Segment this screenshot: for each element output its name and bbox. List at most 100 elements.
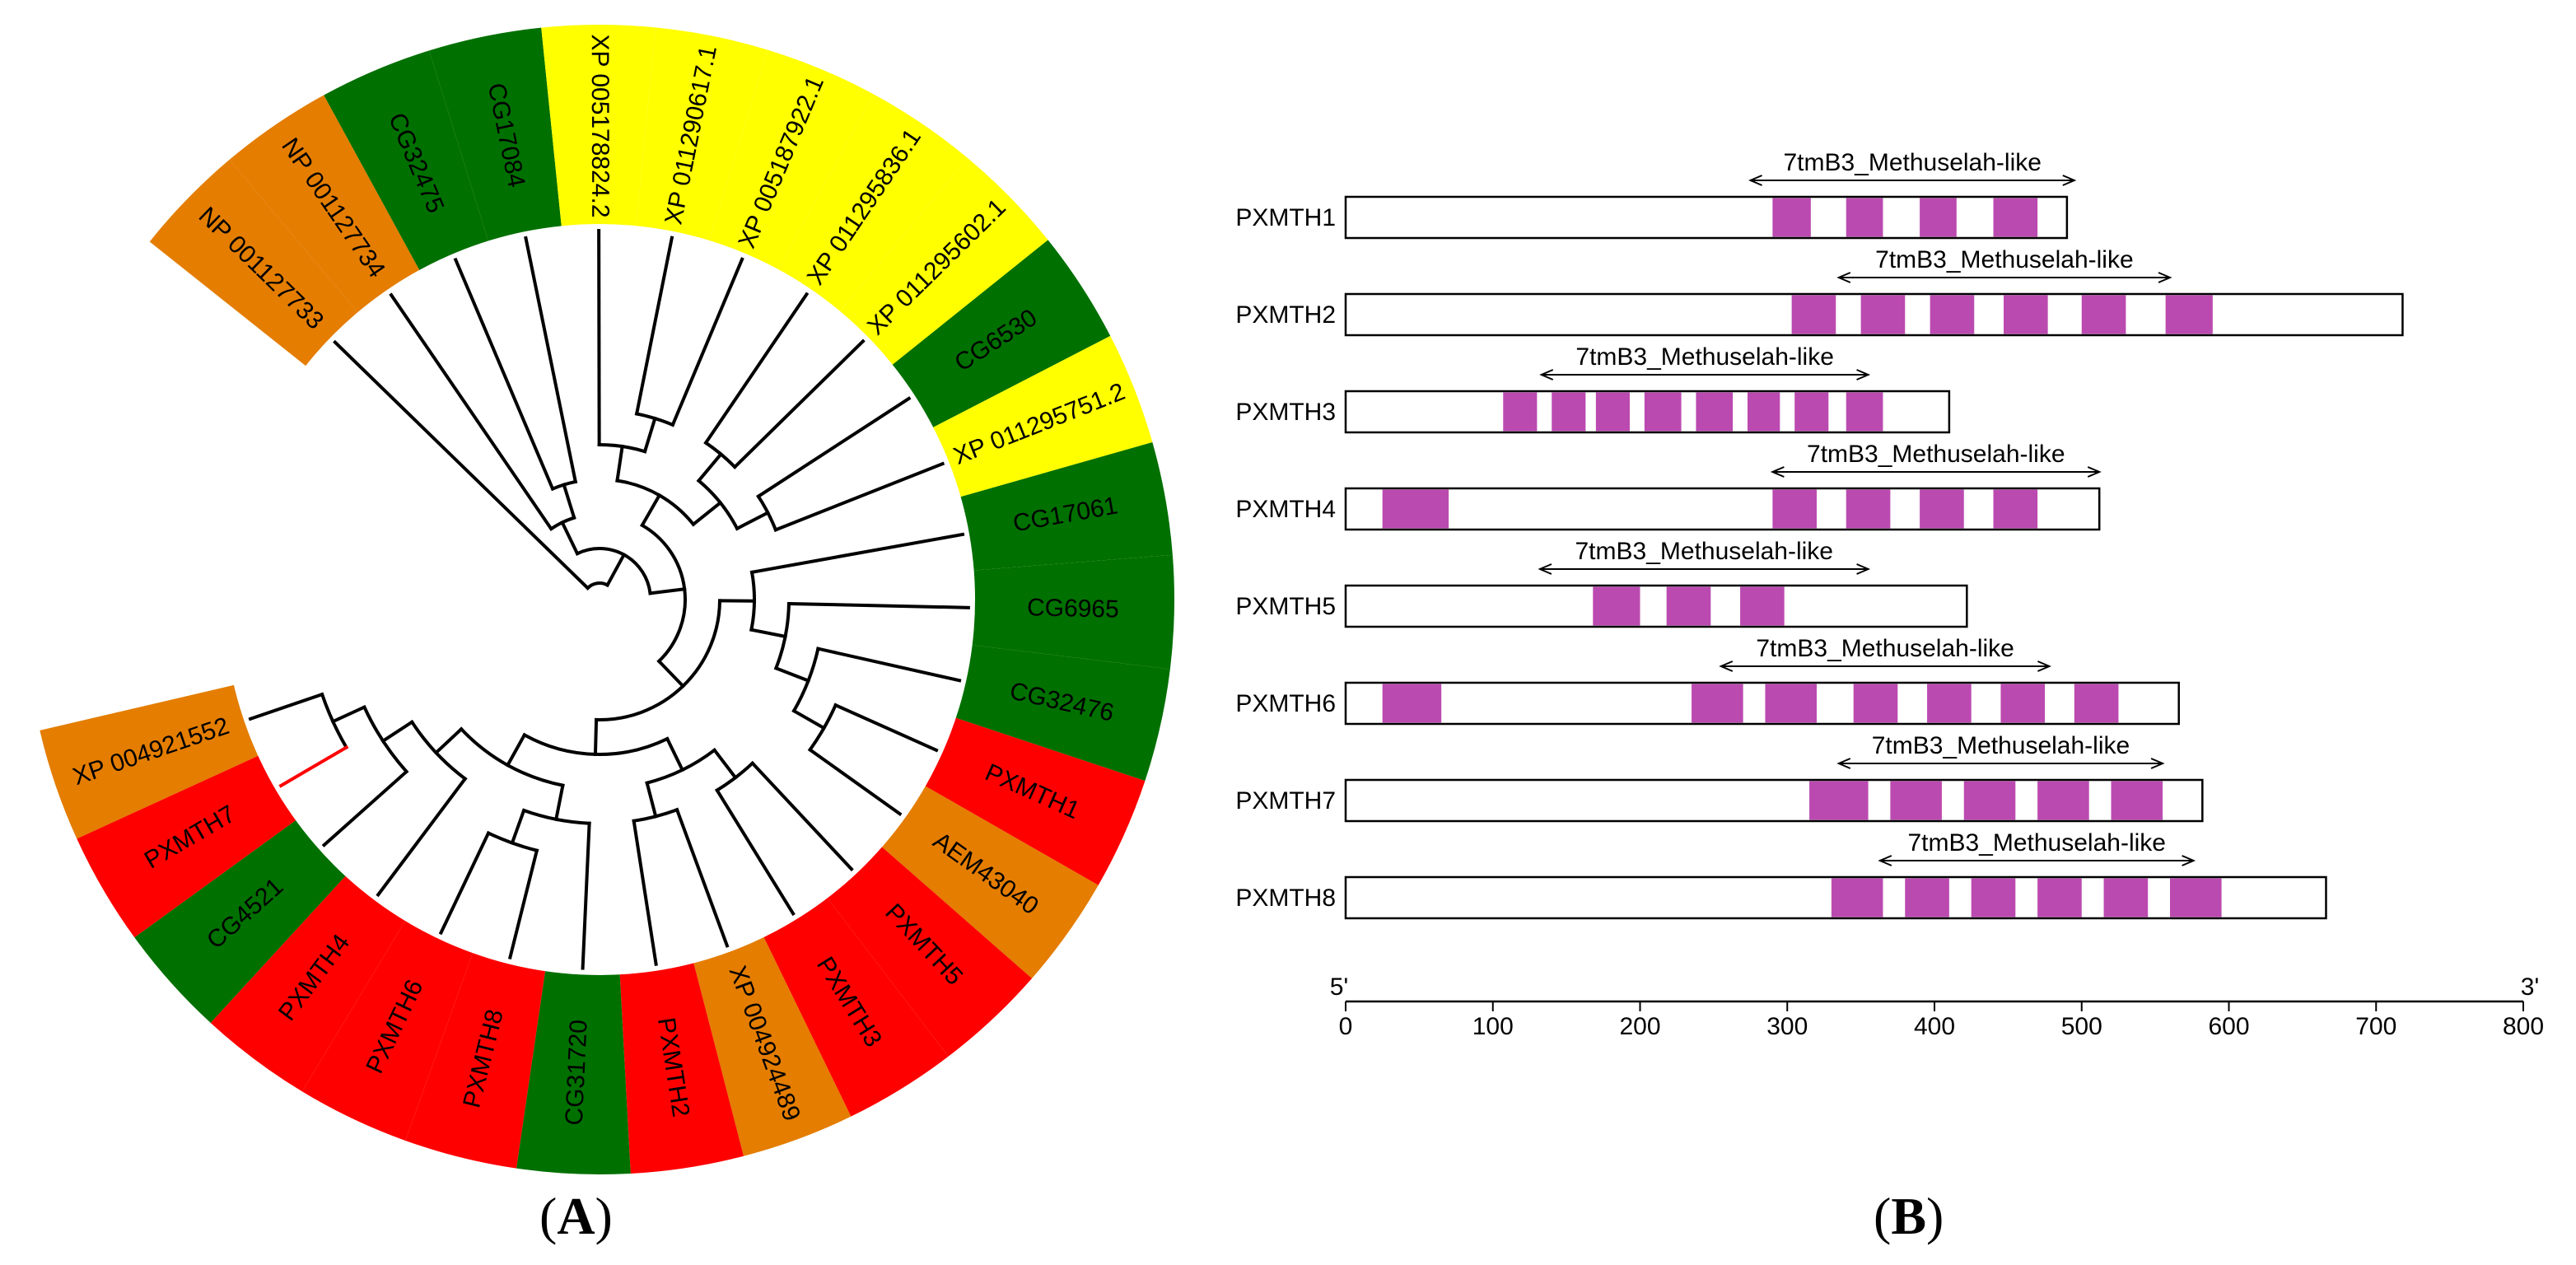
tree-branch bbox=[712, 748, 738, 780]
tm-segment bbox=[2103, 878, 2149, 917]
tm-segment bbox=[1696, 392, 1734, 432]
domain-arrow-left bbox=[1538, 563, 1552, 575]
domain-arrow-right bbox=[2087, 466, 2102, 478]
axis-tick-label: 0 bbox=[1339, 1013, 1353, 1040]
tree-wedge bbox=[826, 846, 1033, 1057]
tree-branch bbox=[510, 808, 526, 846]
protein-name: PXMTH4 bbox=[1235, 496, 1336, 523]
domain-label: 7tmB3_Methuselah-like bbox=[1575, 538, 1834, 565]
tm-segment bbox=[2111, 781, 2163, 820]
axis-tick-label: 200 bbox=[1619, 1013, 1660, 1040]
domain-arrow-right bbox=[2182, 855, 2196, 866]
tree-branch bbox=[248, 692, 324, 721]
tree-branch bbox=[749, 760, 854, 872]
domain-label: 7tmB3_Methuselah-like bbox=[1783, 149, 2042, 176]
tree-branch bbox=[604, 552, 627, 588]
tm-segment bbox=[1503, 392, 1538, 432]
tree-wedge bbox=[40, 684, 260, 839]
protein-bar bbox=[1344, 584, 1968, 628]
domain-arrow-right bbox=[2062, 175, 2077, 186]
tree-branch bbox=[615, 444, 624, 483]
tm-segment bbox=[1772, 489, 1817, 529]
domain-arrow-left bbox=[1878, 855, 1892, 866]
tree-arc bbox=[409, 719, 468, 782]
panel-b-domain-diagram: PXMTH1 7tmB3_Methuselah-like PXMTH2 7tmB3_M… bbox=[1235, 149, 2544, 1040]
tree-wedge bbox=[959, 442, 1173, 571]
protein-name: PXMTH8 bbox=[1235, 885, 1336, 912]
tree-wedge bbox=[210, 875, 407, 1092]
domain-label: 7tmB3_Methuselah-like bbox=[1907, 829, 2166, 857]
domain-arrow-left bbox=[1836, 758, 1851, 769]
tree-branch bbox=[670, 257, 744, 427]
tree-branch bbox=[732, 338, 866, 469]
tree-arc bbox=[522, 732, 670, 756]
tree-arc bbox=[807, 703, 838, 753]
tree-branch bbox=[791, 708, 827, 731]
tree-branch bbox=[634, 236, 674, 416]
tree-arc bbox=[773, 601, 791, 670]
tree-wedge bbox=[134, 819, 347, 1023]
protein-bar bbox=[1344, 681, 2180, 726]
axis-3prime-label: 3' bbox=[2521, 973, 2539, 1001]
tree-wedge bbox=[763, 896, 949, 1117]
tree-branch bbox=[389, 292, 554, 531]
tm-segment bbox=[2170, 878, 2222, 917]
tree-leaf-label: CG31720 bbox=[561, 1019, 593, 1126]
tree-wedge bbox=[541, 25, 656, 228]
tree-wedge bbox=[516, 969, 631, 1175]
domain-arrow-left bbox=[1719, 661, 1734, 672]
protein-row: PXMTH6 7tmB3_Methuselah-like bbox=[1235, 635, 2180, 726]
tree-branch bbox=[433, 726, 464, 755]
tree-wedge bbox=[838, 158, 1048, 366]
tm-segment bbox=[1846, 489, 1891, 529]
tree-branch bbox=[749, 628, 787, 639]
tm-segment bbox=[1593, 586, 1640, 626]
tree-branch bbox=[773, 665, 811, 684]
tree-wedge bbox=[880, 785, 1099, 978]
protein-name: PXMTH7 bbox=[1235, 787, 1336, 815]
axis-5prime-label: 5' bbox=[1330, 973, 1348, 1001]
domain-arrow-right bbox=[1856, 563, 1871, 575]
protein-row: PXMTH4 7tmB3_Methuselah-like bbox=[1235, 441, 2102, 531]
tm-segment bbox=[1971, 878, 2016, 917]
axis-tick-label: 600 bbox=[2208, 1013, 2249, 1040]
tree-branch bbox=[735, 510, 771, 531]
tree-branch bbox=[560, 520, 580, 556]
tree-color-ring bbox=[40, 25, 1174, 1175]
tree-branch bbox=[815, 647, 962, 683]
protein-name: PXMTH2 bbox=[1235, 301, 1336, 329]
tree-branch bbox=[507, 848, 539, 960]
tree-inner-disk bbox=[224, 224, 975, 975]
protein-row: PXMTH2 7tmB3_Methuselah-like bbox=[1235, 246, 2404, 337]
tm-segment bbox=[1552, 392, 1586, 432]
tree-branch bbox=[438, 830, 491, 936]
tree-arc bbox=[595, 599, 722, 721]
tm-segment bbox=[1930, 295, 1975, 334]
tree-wedge bbox=[301, 919, 474, 1141]
tree-arc bbox=[486, 830, 539, 853]
axis-tick-label: 500 bbox=[2061, 1013, 2102, 1040]
tree-arc bbox=[362, 704, 409, 774]
tree-arc bbox=[749, 570, 756, 632]
axis-tick-label: 800 bbox=[2503, 1013, 2544, 1040]
tm-segment bbox=[1794, 392, 1829, 432]
tm-segment bbox=[1666, 586, 1711, 626]
tree-wedge bbox=[970, 554, 1174, 670]
tree-branch bbox=[642, 416, 657, 454]
tree-wedge bbox=[77, 754, 297, 938]
tree-branch bbox=[593, 717, 599, 756]
tm-segment bbox=[1809, 781, 1869, 820]
protein-row: PXMTH3 7tmB3_Methuselah-like bbox=[1235, 343, 1951, 434]
domain-arrow-right bbox=[2150, 758, 2165, 769]
tm-segment bbox=[2081, 295, 2126, 334]
tm-segment bbox=[1920, 489, 1964, 529]
tree-branch bbox=[278, 745, 349, 788]
tree-arc bbox=[459, 726, 565, 787]
domain-arrow-left bbox=[1539, 369, 1554, 380]
axis-tick-label: 100 bbox=[1472, 1013, 1514, 1040]
axis-tick-label: 400 bbox=[1914, 1013, 1955, 1040]
tree-wedge bbox=[708, 49, 874, 271]
tm-segment bbox=[1791, 295, 1836, 334]
tree-wedge bbox=[777, 94, 968, 313]
tree-wedge bbox=[149, 159, 359, 367]
